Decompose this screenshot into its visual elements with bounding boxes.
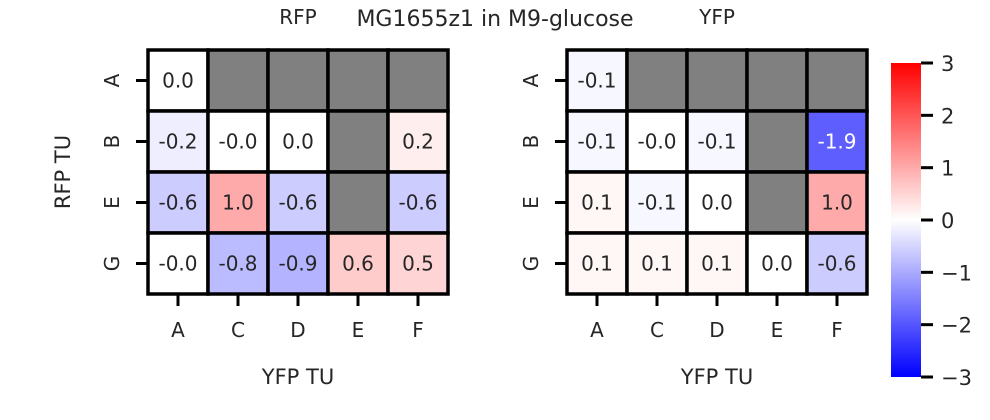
heatmap-cell-label: -0.1 xyxy=(697,130,736,154)
heatmap-cell-label: -0.6 xyxy=(278,191,317,215)
colorbar-gradient xyxy=(891,63,921,377)
x-tick-label: D xyxy=(709,318,724,342)
heatmap-cell-label: 1.0 xyxy=(821,191,853,215)
heatmap-cell xyxy=(386,48,450,113)
heatmap-cell xyxy=(685,170,749,235)
heatmap-cell-label: 0.2 xyxy=(402,130,434,154)
x-tick-label: A xyxy=(171,318,185,342)
heatmap-cell xyxy=(745,231,809,296)
heatmap-cell xyxy=(326,109,390,174)
heatmap-cell-label: -0.0 xyxy=(158,252,197,276)
heatmap-cell-label: 0.6 xyxy=(342,252,374,276)
heatmap-cell xyxy=(326,48,390,113)
heatmap-cell xyxy=(745,109,809,174)
heatmap-cell-label: -0.8 xyxy=(218,252,257,276)
colorbar-tick-label: 3 xyxy=(941,52,954,76)
heatmap-title: YFP xyxy=(698,5,735,29)
heatmap-frame xyxy=(146,48,450,296)
y-tick-label: A xyxy=(100,73,124,87)
heatmap-cell xyxy=(266,48,330,113)
heatmap-cell-label: 1.0 xyxy=(222,191,254,215)
heatmap-title: RFP xyxy=(279,5,316,29)
y-tick-label: G xyxy=(519,256,543,272)
x-tick-label: C xyxy=(650,318,664,342)
heatmap-cell xyxy=(326,170,390,235)
y-tick-label: G xyxy=(100,256,124,272)
y-tick-label: B xyxy=(519,135,543,149)
heatmap-cell-label: 0.0 xyxy=(162,69,194,93)
x-tick-label: C xyxy=(231,318,245,342)
heatmap-cell-label: -0.6 xyxy=(158,191,197,215)
figure-suptitle: MG1655z1 in M9-glucose xyxy=(356,7,633,32)
x-tick-label: F xyxy=(412,318,424,342)
heatmap-cell-label: -0.0 xyxy=(218,130,257,154)
colorbar-tick-label: 2 xyxy=(941,104,954,128)
heatmap-cell-label: -1.9 xyxy=(817,130,856,154)
heatmap-cell-label: 0.0 xyxy=(282,130,314,154)
heatmap-cell-label: -0.2 xyxy=(158,130,197,154)
heatmap-cell xyxy=(805,170,869,235)
y-tick-label: E xyxy=(519,196,543,209)
heatmap-cell-label: 0.1 xyxy=(641,252,673,276)
colorbar: 3 2 1 0 −1 −2 −3 xyxy=(891,52,972,390)
y-tick-label: A xyxy=(519,73,543,87)
heatmap-cell-label: 0.5 xyxy=(402,252,434,276)
x-tick-label: E xyxy=(771,318,784,342)
heatmap-cell-label: -0.0 xyxy=(637,130,676,154)
heatmap-cell-label: -0.1 xyxy=(637,191,676,215)
colorbar-tick-label: 1 xyxy=(941,157,954,181)
y-tick-label: B xyxy=(100,135,124,149)
x-tick-label: E xyxy=(352,318,365,342)
x-tick-label: A xyxy=(590,318,604,342)
x-tick-label: F xyxy=(831,318,843,342)
x-tick-label: D xyxy=(290,318,305,342)
heatmap-cell xyxy=(206,48,270,113)
x-axis-label: YFP TU xyxy=(680,365,753,389)
heatmap-cell-label: -0.9 xyxy=(278,252,317,276)
heatmap-cell-label: -0.6 xyxy=(817,252,856,276)
heatmap-cell-label: 0.1 xyxy=(581,191,613,215)
heatmap-frame xyxy=(565,48,869,296)
heatmap-cell-label: -0.6 xyxy=(398,191,437,215)
heatmap-cell-label: -0.1 xyxy=(577,130,616,154)
heatmap-cell-label: 0.1 xyxy=(581,252,613,276)
colorbar-tick-label: 0 xyxy=(941,209,954,233)
x-axis-label: YFP TU xyxy=(261,365,334,389)
heatmap-yfp: YFP -0.1 -0.1 -0.0 -0.1 -1.9 0.1 -0.1 0.0 1.0 0.1 0… xyxy=(519,5,869,389)
heatmap-cell xyxy=(565,109,629,174)
heatmap-cell-label: 0.0 xyxy=(701,191,733,215)
y-axis-label: RFP TU xyxy=(51,135,75,209)
colorbar-tick-label: −3 xyxy=(941,366,972,390)
colorbar-tick-label: −1 xyxy=(941,261,972,285)
heatmap-cell xyxy=(685,48,749,113)
heatmap-cell xyxy=(805,48,869,113)
heatmap-cell xyxy=(745,48,809,113)
colorbar-tick-label: −2 xyxy=(941,314,972,338)
heatmap-cell xyxy=(745,170,809,235)
heatmap-cell xyxy=(266,170,330,235)
heatmap-cell xyxy=(685,231,749,296)
heatmap-cell xyxy=(625,48,689,113)
heatmap-cell-label: 0.1 xyxy=(701,252,733,276)
heatmap-cell-label: -0.1 xyxy=(577,69,616,93)
heatmap-cell-label: 0.0 xyxy=(761,252,793,276)
y-tick-label: E xyxy=(100,196,124,209)
